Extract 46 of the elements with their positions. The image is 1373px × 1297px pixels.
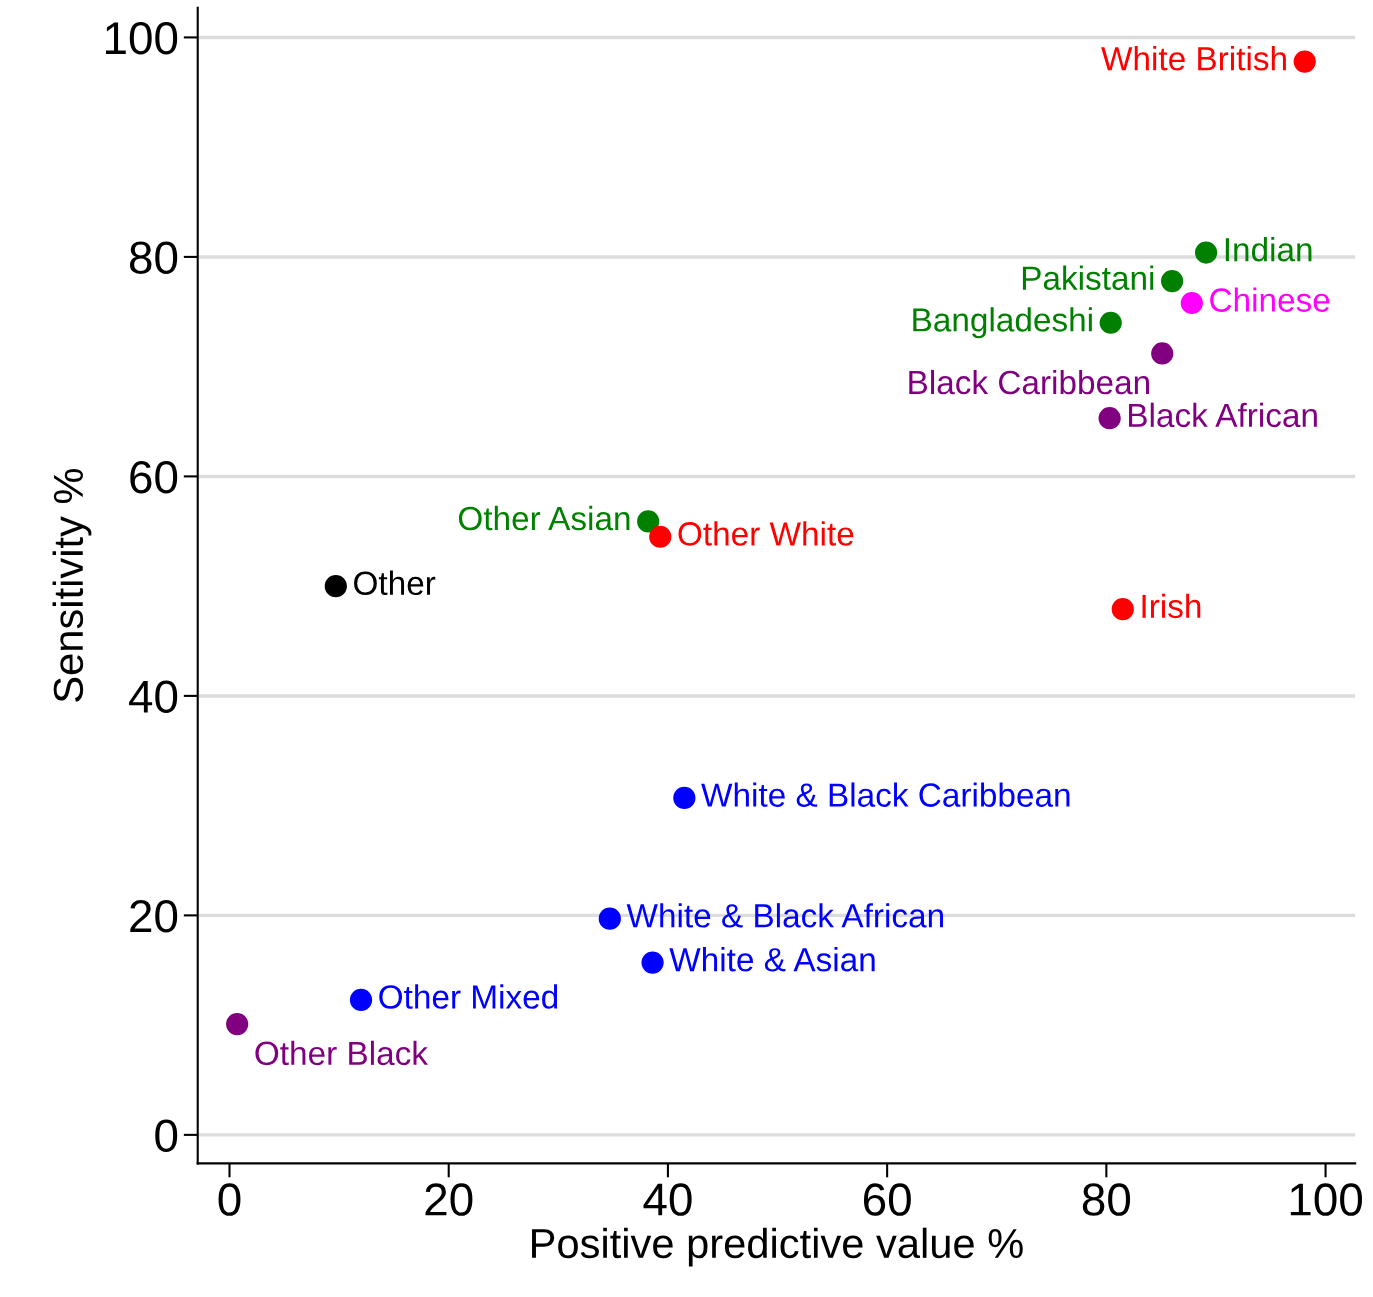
series-label: Other Asian [458,505,630,531]
point [641,951,664,974]
point [1180,291,1203,315]
point [1111,598,1134,621]
x-tick-label: 40 [643,1183,692,1216]
series-label: Chinese [1210,287,1330,312]
point [637,510,660,533]
x-tick-label: 80 [1082,1183,1131,1216]
series-label: White & Black African [626,903,943,928]
x-tick-label: 0 [218,1183,241,1216]
series-label: Pakistani [1022,265,1154,290]
point [1098,407,1121,430]
point [673,786,696,810]
series-label: Other Mixed [379,984,558,1009]
series-label: Other White [678,521,854,546]
point [1194,241,1218,264]
point [226,1012,249,1036]
x-axis-title: Positive predictive value % [532,1227,1023,1267]
y-tick-label: 20 [130,899,178,933]
x-tick-label: 100 [1290,1183,1362,1216]
x-tick-label: 20 [425,1183,473,1216]
y-tick-label: 0 [155,1119,178,1152]
point [1161,269,1184,293]
series-label: Irish [1142,593,1201,619]
series-label: White & Asian [669,947,875,972]
series-label: Indian [1225,236,1312,262]
y-tick-label: 80 [129,241,178,274]
y-tick-label: 100 [105,22,178,55]
y-tick-label: 40 [129,680,178,713]
series-label: Black Caribbean [909,369,1149,395]
series-label: Other [354,570,436,596]
series-label: White British [1101,46,1286,71]
y-tick-label: 60 [130,461,178,494]
point [1293,50,1316,73]
x-tick-label: 60 [863,1183,911,1216]
series-label: Black African [1129,402,1317,428]
point [1151,342,1174,365]
series-label: Other Black [255,1040,429,1066]
point [324,575,347,598]
y-axis-title: Sensitivity % [52,468,92,702]
series-label: Bangladeshi [913,307,1092,339]
series-label: White & Black Caribbean [701,782,1070,807]
point [349,988,373,1011]
point [598,907,621,930]
point [649,525,672,548]
point [1099,311,1122,334]
